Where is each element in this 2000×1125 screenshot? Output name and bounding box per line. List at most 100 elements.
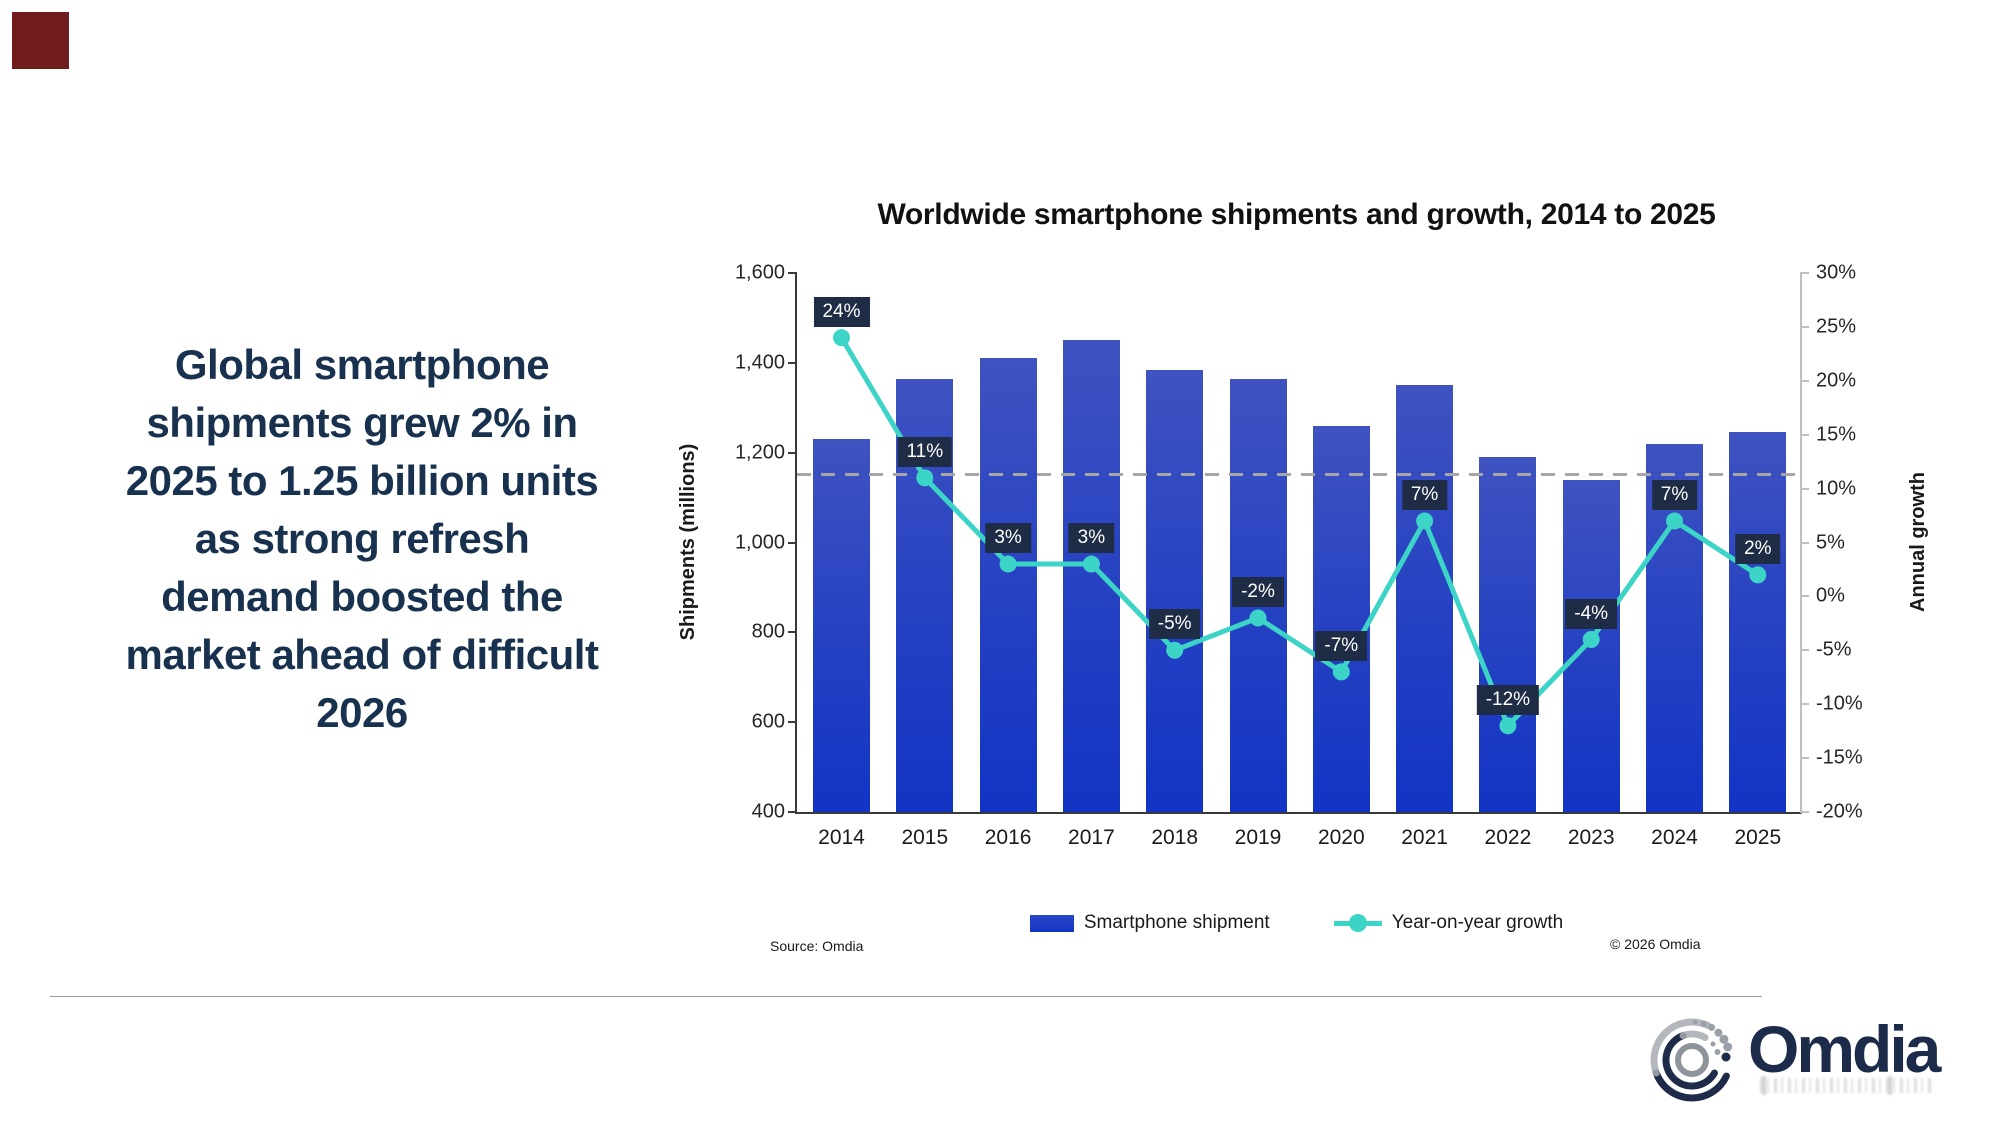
right-axis-tickmark <box>1800 272 1809 274</box>
right-axis-tick-label: 25% <box>1816 315 1857 338</box>
growth-marker-2020 <box>1332 663 1350 681</box>
x-axis-label-2017: 2017 <box>1068 826 1115 849</box>
growth-label-2024: 7% <box>1651 479 1698 510</box>
bar-2022 <box>1479 457 1537 812</box>
right-axis-tickmark <box>1800 379 1809 382</box>
x-axis-label-2014: 2014 <box>818 826 865 849</box>
chart-plot-area: 24% 11% 3% 3% -5% -2% -7% 7% -12% -4% 7% 2% 1,600 1,4… <box>735 262 1863 850</box>
omdia-logo-icon <box>1650 1018 1733 1102</box>
growth-marker-2015 <box>916 469 934 487</box>
x-axis-label-2021: 2021 <box>1401 826 1448 849</box>
x-axis-label-2015: 2015 <box>901 826 949 849</box>
left-axis-title: Shipments (millions) <box>677 443 699 641</box>
headline-line: market ahead of difficult <box>125 631 599 678</box>
x-axis-label-2022: 2022 <box>1484 826 1532 849</box>
right-axis-tickmark <box>1800 433 1809 436</box>
omdia-wordmark: Omdia <box>1748 1012 1941 1086</box>
growth-marker-2024 <box>1666 512 1683 530</box>
left-axis-tick-label: 1,200 <box>734 441 785 464</box>
growth-label-2025: 2% <box>1735 533 1781 564</box>
bar-2016 <box>979 358 1037 812</box>
legend-item-growth: Year-on-year growth <box>1333 912 1564 934</box>
x-axis-label-2023: 2023 <box>1567 826 1615 849</box>
growth-marker-2016 <box>999 555 1017 573</box>
growth-line-series <box>833 329 1767 735</box>
right-axis-tick-label: 15% <box>1816 423 1857 446</box>
right-axis-tickmark <box>1800 541 1809 544</box>
copyright-note: © 2026 Omdia <box>1610 936 1701 952</box>
bar-2018 <box>1146 369 1204 812</box>
growth-label-2016: 3% <box>985 523 1031 554</box>
growth-line <box>839 336 1760 731</box>
growth-label-2014: 24% <box>813 296 870 327</box>
left-axis-tick-label: 1,600 <box>734 261 785 284</box>
right-axis-tick-label: -15% <box>1816 746 1863 769</box>
growth-marker-2022 <box>1499 717 1517 735</box>
growth-label-2023: -4% <box>1565 598 1618 629</box>
bar-2020 <box>1312 425 1370 812</box>
growth-marker-2017 <box>1082 555 1100 573</box>
left-axis-tickmark <box>788 721 797 724</box>
omdia-logo: Omdia <box>1646 1012 1946 1112</box>
right-axis-tick-label: 30% <box>1816 261 1857 284</box>
left-axis-tickmark <box>788 631 797 634</box>
headline-line: 2025 to 1.25 billion units <box>125 457 599 504</box>
left-axis-tickmark <box>788 272 797 274</box>
growth-marker-2019 <box>1249 609 1267 627</box>
growth-label-2021: 7% <box>1401 479 1448 510</box>
x-axis-label-2024: 2024 <box>1651 826 1698 849</box>
left-axis-tick-label: 400 <box>751 800 785 823</box>
bar-2017 <box>1062 340 1120 812</box>
line-marker-swatch-icon <box>1333 914 1382 932</box>
x-axis-label-2018: 2018 <box>1151 826 1199 849</box>
right-axis-tickmark <box>1800 325 1809 328</box>
left-axis-tick-label: 800 <box>751 620 785 643</box>
left-axis-tick-label: 600 <box>751 710 785 733</box>
growth-marker-2014 <box>833 329 850 347</box>
left-axis-tickmark <box>788 451 797 454</box>
growth-label-2019: -2% <box>1232 576 1284 607</box>
left-axis-tickmark <box>788 361 797 364</box>
growth-marker-2018 <box>1166 641 1184 659</box>
headline-line: as strong refresh <box>194 515 530 562</box>
chart-legend: Smartphone shipment Year-on-year growth <box>795 903 1798 943</box>
right-axis-tickmark <box>1800 811 1809 813</box>
right-axis-tickmark <box>1800 757 1809 760</box>
bar-2025 <box>1729 432 1787 812</box>
right-axis-tickmark <box>1800 487 1809 490</box>
x-axis-label-2020: 2020 <box>1317 826 1365 849</box>
bar-2021 <box>1396 385 1454 812</box>
right-axis-tick-label: -10% <box>1816 692 1863 715</box>
left-axis-tick-label: 1,400 <box>734 351 785 374</box>
right-axis-title: Annual growth <box>1907 472 1929 612</box>
right-axis-tick-label: -5% <box>1816 638 1852 661</box>
right-axis-tickmark <box>1800 703 1809 706</box>
bar-swatch-icon <box>1029 914 1074 932</box>
headline: Global smartphone shipments grew 2% in 2… <box>62 336 662 742</box>
footer-divider <box>50 996 1762 997</box>
x-axis-label-2016: 2016 <box>984 826 1032 849</box>
growth-label-2022: -12% <box>1476 684 1540 715</box>
legend-item-shipments: Smartphone shipment <box>1029 912 1270 934</box>
right-axis-tickmark <box>1800 649 1809 652</box>
left-axis-tickmark <box>788 811 797 813</box>
growth-marker-2025 <box>1749 566 1767 584</box>
source-note: Source: Omdia <box>770 938 864 954</box>
left-axis-tick-label: 1,000 <box>734 531 785 553</box>
x-axis-label-2019: 2019 <box>1234 826 1282 849</box>
legend-label: Year-on-year growth <box>1391 912 1564 933</box>
right-axis-tick-label: 10% <box>1816 477 1857 500</box>
growth-marker-2023 <box>1582 631 1600 649</box>
left-axis-tickmark <box>788 541 797 544</box>
bar-2014 <box>813 439 870 812</box>
reference-dashed-line <box>797 473 1800 477</box>
growth-marker-2021 <box>1416 512 1434 530</box>
right-axis-tick-label: 5% <box>1816 531 1845 553</box>
right-axis-tick-label: 0% <box>1816 584 1845 607</box>
headline-line: shipments grew 2% in <box>146 399 578 446</box>
growth-label-2015: 11% <box>897 436 953 467</box>
logo-watermark <box>1760 1076 1932 1095</box>
brand-accent-square <box>12 12 69 69</box>
chart-title: Worldwide smartphone shipments and growt… <box>877 198 1716 231</box>
headline-line: 2026 <box>316 689 408 736</box>
